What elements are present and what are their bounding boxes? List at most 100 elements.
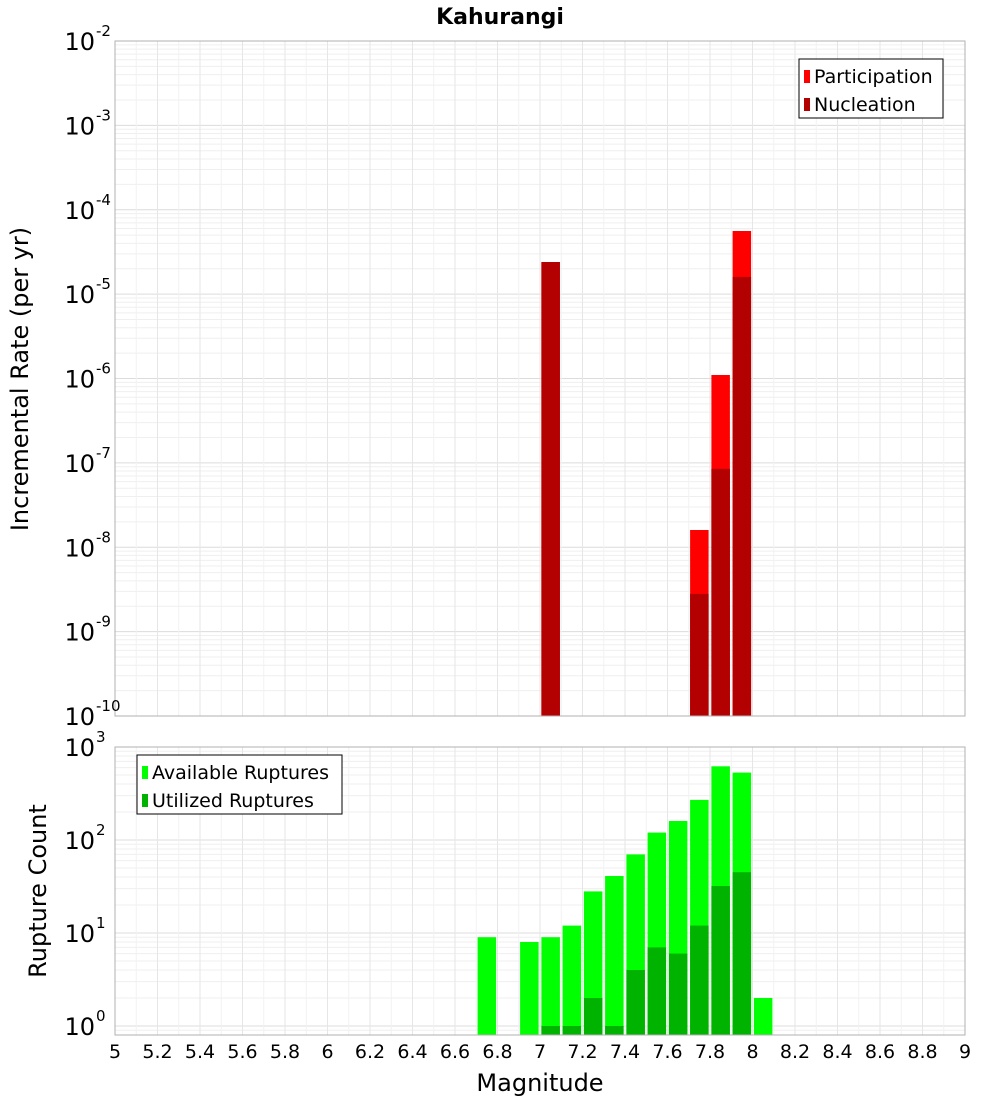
y-tick-base: 10 xyxy=(64,1013,95,1041)
y-tick-label: 10 -3 xyxy=(64,106,111,140)
y-tick-base: 10 xyxy=(64,827,95,855)
y-tick-base: 10 xyxy=(64,28,95,56)
y-tick-exponent: 3 xyxy=(96,728,106,746)
x-tick-label: 5.4 xyxy=(185,1041,215,1063)
y-tick-label: 10 -9 xyxy=(64,613,111,647)
x-tick-label: 8.2 xyxy=(780,1041,810,1063)
bar-utilized-ruptures xyxy=(690,925,709,1035)
x-tick-label: 5.2 xyxy=(142,1041,172,1063)
bar-nucleation xyxy=(711,468,730,716)
y-tick-exponent: -5 xyxy=(96,275,111,293)
bar-utilized-ruptures xyxy=(541,1026,560,1035)
bar-nucleation xyxy=(690,593,709,716)
x-tick-label: 8.6 xyxy=(865,1041,895,1063)
bar-utilized-ruptures xyxy=(647,947,667,1035)
bar-utilized-ruptures xyxy=(605,1026,624,1035)
bar-utilized-ruptures xyxy=(668,953,688,1035)
y-tick-base: 10 xyxy=(64,112,95,140)
x-tick-label: 5.6 xyxy=(227,1041,257,1063)
y-tick-exponent: -7 xyxy=(96,444,111,462)
bar-utilized-ruptures xyxy=(583,998,603,1035)
x-tick-label: 6 xyxy=(321,1041,333,1063)
y-tick-label: 10 -5 xyxy=(64,275,111,309)
bar-available-ruptures xyxy=(520,942,539,1035)
x-tick-label: 7.2 xyxy=(567,1041,597,1063)
plot-frame xyxy=(114,40,966,717)
x-axis-label: Magnitude xyxy=(476,1069,603,1097)
y-tick-exponent: 1 xyxy=(96,914,106,932)
bar-available-ruptures xyxy=(753,998,773,1035)
top-y-axis-label: Incremental Rate (per yr) xyxy=(6,227,34,531)
legend-box xyxy=(136,754,343,815)
legend-box xyxy=(798,58,944,119)
x-tick-label: 5.8 xyxy=(270,1041,300,1063)
legend-label: Nucleation xyxy=(814,94,916,116)
x-tick-label: 9 xyxy=(959,1041,971,1063)
y-tick-base: 10 xyxy=(64,366,95,394)
legend-swatch xyxy=(804,98,810,111)
y-tick-base: 10 xyxy=(64,450,95,478)
legend-swatch xyxy=(804,70,810,83)
legend-label: Participation xyxy=(814,66,933,88)
y-tick-exponent: -6 xyxy=(96,360,111,378)
y-tick-base: 10 xyxy=(64,920,95,948)
y-tick-label: 10 3 xyxy=(64,728,105,762)
legend: Participation Nucleation xyxy=(798,58,944,119)
y-tick-label: 10 -10 xyxy=(64,697,120,731)
y-tick-label: 10 0 xyxy=(64,1007,105,1041)
x-tick-label: 7 xyxy=(534,1041,546,1063)
y-tick-exponent: 0 xyxy=(96,1007,106,1025)
bar-nucleation xyxy=(541,262,560,716)
y-tick-base: 10 xyxy=(64,197,95,225)
x-axis: 5 5.2 5.4 5.6 5.8 6 6.2 6.4 6.6 6.8 7 7.2 7.4 7.6 7.8 8… xyxy=(109,1041,971,1063)
y-tick-base: 10 xyxy=(64,281,95,309)
y-tick-label: 10 -4 xyxy=(64,191,111,225)
bar-available-ruptures xyxy=(562,925,582,1035)
y-tick-exponent: -8 xyxy=(96,528,111,546)
y-tick-base: 10 xyxy=(64,534,95,562)
x-tick-label: 7.6 xyxy=(652,1041,682,1063)
x-tick-label: 5 xyxy=(109,1041,121,1063)
x-tick-label: 8 xyxy=(746,1041,758,1063)
x-tick-label: 6.6 xyxy=(440,1041,470,1063)
bar-utilized-ruptures xyxy=(626,970,645,1035)
x-tick-label: 6.8 xyxy=(482,1041,512,1063)
y-tick-exponent: -4 xyxy=(96,191,111,209)
y-tick-exponent: -3 xyxy=(96,106,111,124)
bar-utilized-ruptures xyxy=(732,872,752,1035)
y-tick-exponent: -9 xyxy=(96,613,111,631)
y-tick-exponent: -2 xyxy=(96,22,111,40)
y-tick-label: 10 -6 xyxy=(64,360,111,394)
y-tick-exponent: -10 xyxy=(96,697,121,715)
y-tick-base: 10 xyxy=(64,734,95,762)
y-tick-exponent: 2 xyxy=(96,821,106,839)
bar-utilized-ruptures xyxy=(711,886,730,1035)
x-tick-label: 8.4 xyxy=(822,1041,852,1063)
plot-frame xyxy=(114,746,966,1036)
bar-nucleation xyxy=(732,276,752,716)
x-tick-label: 7.4 xyxy=(610,1041,640,1063)
y-tick-label: 10 1 xyxy=(64,914,105,948)
bar-available-ruptures xyxy=(541,937,560,1035)
x-tick-label: 6.4 xyxy=(397,1041,427,1063)
y-tick-base: 10 xyxy=(64,619,95,647)
x-tick-label: 6.2 xyxy=(355,1041,385,1063)
legend-label: Available Ruptures xyxy=(152,762,329,784)
legend-swatch xyxy=(142,794,148,807)
legend-label: Utilized Ruptures xyxy=(152,790,314,812)
legend: Available Ruptures Utilized Ruptures xyxy=(136,754,343,815)
y-tick-label: 10 -7 xyxy=(64,444,111,478)
x-tick-label: 8.8 xyxy=(907,1041,937,1063)
legend-swatch xyxy=(142,766,148,779)
bar-available-ruptures xyxy=(477,937,497,1035)
bar-utilized-ruptures xyxy=(562,1026,582,1035)
y-tick-base: 10 xyxy=(64,703,95,731)
x-tick-label: 7.8 xyxy=(695,1041,725,1063)
bottom-y-axis-label: Rupture Count xyxy=(24,804,52,978)
y-tick-label: 10 2 xyxy=(64,821,105,855)
bar-available-ruptures xyxy=(605,876,624,1035)
